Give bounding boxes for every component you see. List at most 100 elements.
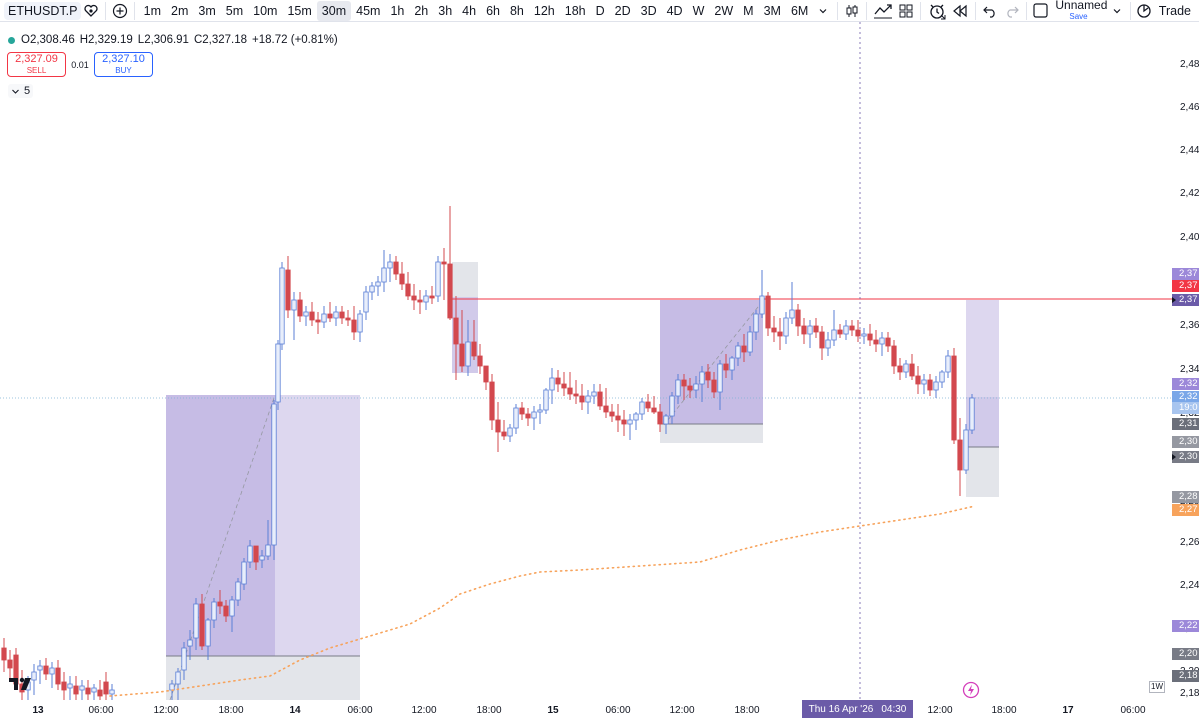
chevron-down-icon[interactable] <box>813 0 833 22</box>
price-axis[interactable]: 2,482,462,442,422,402,382,362,342,322,30… <box>1172 22 1199 700</box>
candle-body <box>229 599 235 617</box>
status-dot <box>8 36 15 44</box>
candle-body <box>969 397 975 431</box>
vwap-line <box>109 505 976 697</box>
redo-icon[interactable] <box>1001 0 1022 22</box>
time-label: 06:00 <box>1120 705 1146 716</box>
candle-body <box>175 671 181 685</box>
buy-button[interactable]: 2,327.10 BUY <box>94 52 153 77</box>
chart-type-icon[interactable] <box>842 0 862 22</box>
interval-button[interactable]: 5m <box>225 3 244 18</box>
chevron-down-icon[interactable] <box>1107 0 1125 22</box>
interval-button[interactable]: 6h <box>486 3 500 18</box>
interval-button[interactable]: 45m <box>356 3 381 18</box>
interval-button[interactable]: 2h <box>414 3 429 18</box>
candle-body <box>411 295 417 301</box>
indicator-count: 5 <box>24 85 31 97</box>
interval-button[interactable]: 6M <box>790 3 809 18</box>
trade-button[interactable]: Trade <box>1153 0 1199 22</box>
long-position-profit-zone <box>966 300 999 397</box>
interval-button[interactable]: 30m <box>316 0 352 21</box>
candle-body <box>591 391 597 397</box>
candle-body <box>891 345 897 367</box>
interval-button[interactable]: 18h <box>564 3 586 18</box>
long-position-profit-zone <box>166 395 275 656</box>
replay-icon[interactable] <box>949 0 970 22</box>
interval-button[interactable]: W <box>692 3 705 18</box>
interval-button[interactable]: M <box>743 3 754 18</box>
favorite-icon[interactable] <box>81 0 101 22</box>
candle-body <box>525 413 531 419</box>
candle-body <box>37 665 43 671</box>
sell-label: SELL <box>26 65 47 75</box>
interval-button[interactable]: 2m <box>171 3 189 18</box>
bolt-icon[interactable] <box>962 681 980 699</box>
candle-body <box>351 319 357 333</box>
interval-button[interactable]: 4D <box>666 3 683 18</box>
undo-icon[interactable] <box>980 0 1001 22</box>
interval-button[interactable]: 12h <box>533 3 555 18</box>
candle-body <box>927 379 933 391</box>
candle-body <box>555 377 561 385</box>
interval-button[interactable]: 4h <box>462 3 477 18</box>
interval-button[interactable]: 1m <box>143 3 162 18</box>
candle-body <box>223 605 229 617</box>
candle-body <box>519 407 525 415</box>
candle-body <box>807 325 813 335</box>
candle-body <box>309 311 315 321</box>
chevron-down-icon <box>12 89 19 94</box>
time-label: 06:00 <box>347 705 373 716</box>
interval-button[interactable]: 2W <box>714 3 734 18</box>
interval-button[interactable]: 2D <box>614 3 631 18</box>
crosshair-time-label: Thu 16 Apr '26 04:30 <box>802 700 913 718</box>
chart-canvas[interactable] <box>0 22 1172 700</box>
candle-body <box>193 603 199 639</box>
candle-body <box>279 267 285 345</box>
timezone-button[interactable]: 1W <box>1149 681 1165 693</box>
interval-button[interactable]: 3h <box>438 3 453 18</box>
interval-button[interactable]: 8h <box>509 3 524 18</box>
layout-checkbox-icon[interactable] <box>1031 0 1049 22</box>
candle-body <box>729 357 735 371</box>
candle-body <box>333 311 339 319</box>
candle-body <box>753 313 759 333</box>
symbol-search-button[interactable]: ETHUSDT.P <box>4 1 82 20</box>
interval-button[interactable]: 3m <box>198 3 216 18</box>
interval-button[interactable]: 10m <box>253 3 278 18</box>
tradingview-logo-icon[interactable] <box>9 677 33 694</box>
candle-body <box>537 409 543 413</box>
interval-button[interactable]: D <box>595 3 605 18</box>
long-position-stop-zone <box>660 424 763 443</box>
sell-button[interactable]: 2,327.09 SELL <box>7 52 66 77</box>
candle-body <box>783 317 789 337</box>
trade-path-line <box>663 301 763 426</box>
candle-body <box>253 545 259 563</box>
candle-body <box>951 355 957 441</box>
layout-grid-icon[interactable] <box>896 0 916 22</box>
add-compare-icon[interactable] <box>110 0 130 22</box>
alert-icon[interactable] <box>925 0 949 22</box>
layout-name-label: Unnamed <box>1055 0 1108 12</box>
interval-button[interactable]: 15m <box>287 3 312 18</box>
interval-button[interactable]: 3D <box>640 3 657 18</box>
candle-body <box>369 285 375 293</box>
indicators-collapse-button[interactable]: 5 <box>8 84 34 98</box>
price-label: 2,34 <box>1180 364 1199 375</box>
candle-body <box>345 317 351 321</box>
candle-body <box>393 261 399 275</box>
candle-body <box>933 381 939 391</box>
interval-button[interactable]: 3M <box>763 3 781 18</box>
quick-search-icon[interactable] <box>1134 0 1152 22</box>
candle-body <box>55 667 61 685</box>
candle-body <box>855 329 861 337</box>
candle-body <box>669 395 675 417</box>
layout-name-button[interactable]: Unnamed Save <box>1055 0 1107 22</box>
interval-button[interactable]: 1h <box>390 3 405 18</box>
candle-body <box>271 403 277 546</box>
indicators-icon[interactable] <box>871 0 897 22</box>
time-axis[interactable]: 06:00 17 18:00 12:00 18:00 12:00 06:00 15 18:00 1… <box>0 700 1172 718</box>
candle-body <box>837 329 843 335</box>
long-position-stop-zone <box>166 656 360 700</box>
candle-body <box>531 411 537 419</box>
candle-body <box>91 687 97 693</box>
